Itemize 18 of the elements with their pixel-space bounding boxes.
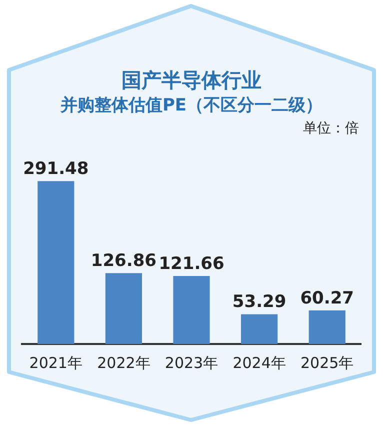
bar	[240, 314, 278, 344]
x-tick-label: 2024年	[232, 354, 286, 372]
x-tick-label: 2023年	[164, 354, 218, 372]
bar	[105, 273, 142, 344]
bar	[308, 310, 346, 344]
x-tick-label: 2021年	[29, 354, 82, 372]
chart-subtitle: 并购整体估值PE（不区分一二级）	[59, 96, 323, 116]
data-label: 60.27	[300, 288, 354, 308]
text: 单位：倍	[303, 120, 359, 137]
x-tick-label: 2022年	[97, 354, 150, 372]
data-label: 126.86	[90, 251, 157, 272]
x-tick-label: 2025年	[300, 354, 354, 372]
chart-title: 国产半导体行业	[122, 68, 262, 92]
bar	[173, 276, 210, 344]
data-label: 291.48	[23, 159, 89, 180]
bar	[38, 181, 74, 344]
data-label: 53.29	[232, 292, 286, 312]
data-label: 121.66	[158, 254, 224, 274]
